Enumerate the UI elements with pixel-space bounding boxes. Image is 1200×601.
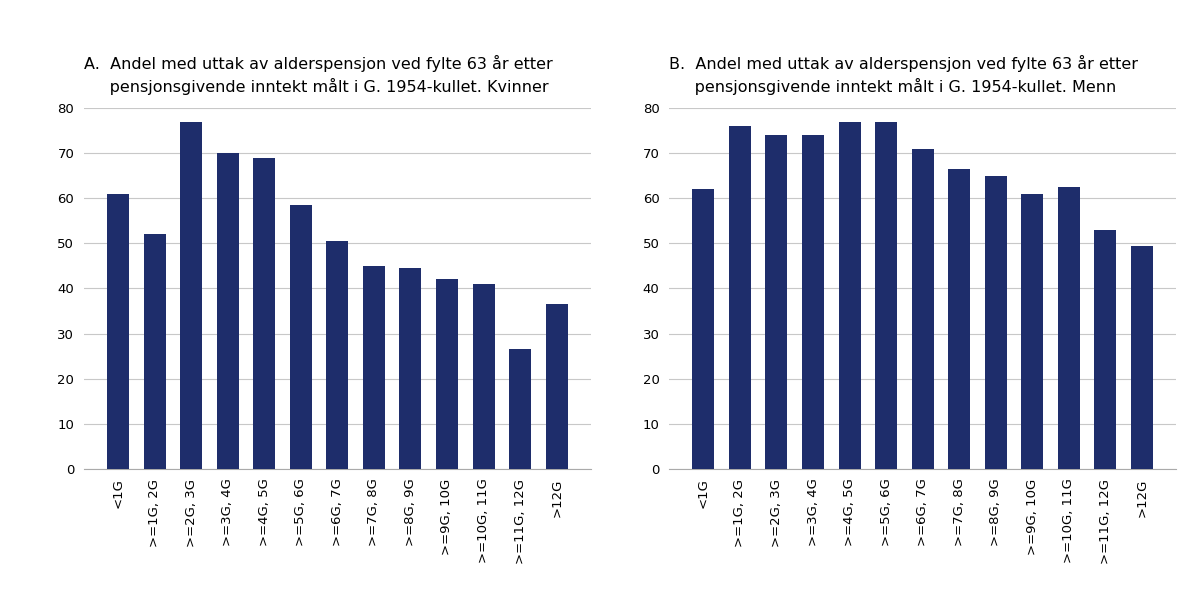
Bar xyxy=(1132,246,1153,469)
Bar xyxy=(326,241,348,469)
Bar xyxy=(546,304,568,469)
Bar xyxy=(1021,194,1043,469)
Text: A.  Andel med uttak av alderspensjon ved fylte 63 år etter
     pensjonsgivende : A. Andel med uttak av alderspensjon ved … xyxy=(84,55,553,94)
Bar xyxy=(400,268,421,469)
Bar xyxy=(1058,187,1080,469)
Bar xyxy=(948,169,970,469)
Bar xyxy=(912,148,934,469)
Bar xyxy=(144,234,166,469)
Bar xyxy=(473,284,494,469)
Bar xyxy=(362,266,385,469)
Bar xyxy=(728,126,751,469)
Bar xyxy=(802,135,824,469)
Bar xyxy=(107,194,128,469)
Bar xyxy=(875,121,898,469)
Bar xyxy=(290,205,312,469)
Bar xyxy=(692,189,714,469)
Bar xyxy=(766,135,787,469)
Text: B.  Andel med uttak av alderspensjon ved fylte 63 år etter
     pensjonsgivende : B. Andel med uttak av alderspensjon ved … xyxy=(670,55,1139,94)
Bar xyxy=(253,157,275,469)
Bar xyxy=(180,121,202,469)
Bar xyxy=(436,279,458,469)
Bar xyxy=(509,349,532,469)
Bar xyxy=(217,153,239,469)
Bar xyxy=(985,175,1007,469)
Bar xyxy=(1094,230,1116,469)
Bar xyxy=(839,121,860,469)
